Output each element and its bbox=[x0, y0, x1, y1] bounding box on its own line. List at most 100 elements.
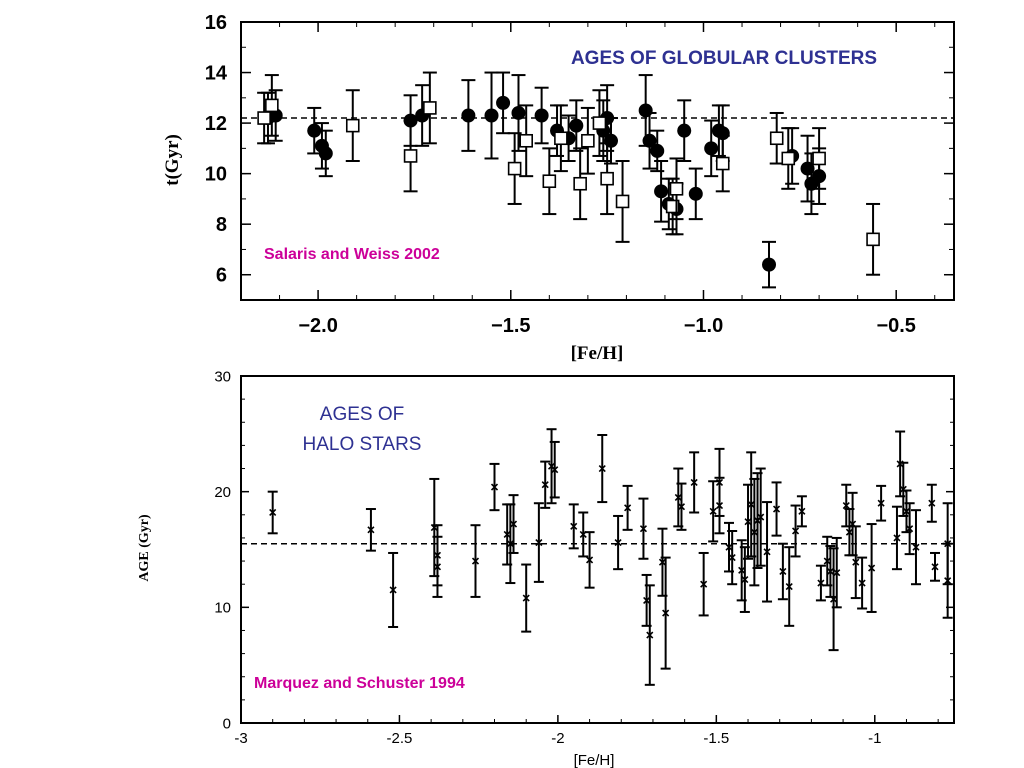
data-point-cross bbox=[833, 569, 841, 577]
data-point-cross bbox=[503, 530, 511, 539]
y-tick-label: 0 bbox=[223, 715, 231, 732]
data-point-filled bbox=[534, 108, 549, 123]
data-point-cross bbox=[842, 501, 850, 510]
data-point-cross bbox=[643, 596, 651, 604]
data-point-cross bbox=[389, 586, 397, 594]
data-point-cross bbox=[367, 526, 375, 534]
data-point-cross bbox=[674, 493, 682, 502]
data-point-cross bbox=[506, 540, 514, 548]
data-point-filled bbox=[511, 105, 526, 120]
data-point-filled bbox=[704, 141, 719, 156]
plot-frame bbox=[240, 21, 955, 301]
globular-clusters-plot-area: −2.0 −1.5 −1.0 −0.5 6 8 10 12 14 16 bbox=[205, 12, 955, 337]
data-point-filled bbox=[318, 146, 333, 161]
data-point-filled bbox=[762, 257, 777, 272]
data-point-open bbox=[781, 151, 796, 166]
data-point-cross bbox=[700, 580, 708, 588]
data-point-cross bbox=[541, 481, 549, 489]
data-point-filled bbox=[654, 184, 669, 199]
data-point-cross bbox=[535, 538, 543, 547]
data-point-cross bbox=[906, 525, 914, 533]
globular-clusters-chart: −2.0 −1.5 −1.0 −0.5 6 8 10 12 14 16 AGES OF GLOBU… bbox=[162, 12, 955, 364]
y-axis-label: t(Gyr) bbox=[162, 134, 183, 186]
data-point-cross bbox=[715, 501, 724, 510]
data-point-open bbox=[265, 98, 279, 113]
y-tick-label: 10 bbox=[205, 164, 227, 186]
chart-title-line-2: HALO STARS bbox=[303, 434, 422, 455]
data-point-cross bbox=[928, 499, 936, 507]
y-tick-label: 16 bbox=[205, 12, 227, 34]
x-tick-label: -2 bbox=[551, 730, 564, 747]
data-point-cross bbox=[614, 538, 622, 547]
chart-title: AGES OF GLOBULAR CLUSTERS bbox=[571, 48, 877, 69]
data-point-cross bbox=[858, 579, 866, 587]
data-point-cross bbox=[931, 563, 939, 571]
x-tick-label: −0.5 bbox=[876, 315, 915, 337]
data-point-cross bbox=[658, 558, 667, 566]
halo-stars-plot-area: -3 -2.5 -2 -1.5 -1 0 10 20 30 bbox=[214, 368, 955, 747]
data-point-cross bbox=[791, 527, 800, 535]
data-point-cross bbox=[741, 576, 749, 584]
data-point-cross bbox=[852, 558, 860, 566]
data-point-open bbox=[669, 182, 684, 196]
data-point-cross bbox=[677, 503, 686, 511]
data-point-cross bbox=[877, 499, 885, 507]
data-point-open bbox=[581, 133, 595, 148]
data-point-cross bbox=[757, 513, 765, 521]
data-point-cross bbox=[798, 507, 806, 515]
data-point-cross bbox=[738, 566, 746, 574]
data-point-open bbox=[615, 194, 630, 209]
y-tick-label: 12 bbox=[205, 113, 227, 135]
data-point-cross bbox=[639, 525, 648, 533]
data-point-filled bbox=[638, 103, 653, 118]
data-point-cross bbox=[471, 557, 480, 565]
chart-title-line-1: AGES OF bbox=[320, 404, 404, 425]
data-point-cross bbox=[744, 518, 752, 526]
data-point-open bbox=[554, 131, 568, 146]
citation-label: Marquez and Schuster 1994 bbox=[254, 675, 465, 692]
data-point-filled bbox=[688, 186, 703, 201]
data-point-cross bbox=[747, 500, 755, 508]
data-point-filled bbox=[603, 133, 618, 148]
y-axis-label: AGE (Gyr) bbox=[137, 514, 152, 582]
x-tick-label: -2.5 bbox=[387, 730, 413, 747]
data-point-open bbox=[600, 171, 614, 186]
data-point-cross bbox=[725, 543, 733, 551]
data-point-filled bbox=[461, 108, 476, 123]
data-point-cross bbox=[826, 567, 834, 576]
data-point-filled bbox=[677, 123, 692, 138]
y-tick-label: 6 bbox=[216, 265, 227, 287]
data-point-cross bbox=[893, 534, 901, 542]
x-tick-label: −1.0 bbox=[684, 315, 723, 337]
data-point-open bbox=[542, 174, 557, 189]
data-point-cross bbox=[570, 522, 578, 530]
x-axis-label: [Fe/H] bbox=[571, 343, 624, 364]
data-point-cross bbox=[902, 507, 911, 515]
data-point-open bbox=[769, 131, 784, 146]
data-point-cross bbox=[624, 504, 632, 512]
data-point-open bbox=[592, 116, 607, 130]
data-point-cross bbox=[433, 551, 442, 559]
data-point-cross bbox=[772, 505, 781, 513]
halo-stars-chart: -3 -2.5 -2 -1.5 -1 0 10 20 30 AGES OF HALO STARS… bbox=[137, 368, 955, 768]
y-tick-label: 8 bbox=[216, 214, 227, 236]
x-tick-label: −1.5 bbox=[491, 315, 530, 337]
data-point-cross bbox=[586, 556, 594, 564]
data-point-open bbox=[715, 156, 730, 171]
data-point-open bbox=[866, 232, 880, 247]
data-point-cross bbox=[709, 507, 717, 515]
data-point-open bbox=[423, 101, 437, 115]
data-point-cross bbox=[509, 520, 518, 528]
data-point-cross bbox=[646, 631, 654, 639]
data-point-filled bbox=[650, 143, 665, 158]
data-point-cross bbox=[490, 483, 499, 491]
data-point-cross bbox=[763, 548, 771, 556]
data-point-open bbox=[812, 151, 826, 166]
citation-label: Salaris and Weiss 2002 bbox=[264, 246, 440, 263]
y-tick-label: 14 bbox=[205, 63, 228, 85]
data-point-filled bbox=[642, 133, 657, 148]
y-tick-label: 10 bbox=[214, 600, 231, 617]
data-point-filled bbox=[569, 118, 584, 133]
data-point-cross bbox=[522, 594, 530, 602]
